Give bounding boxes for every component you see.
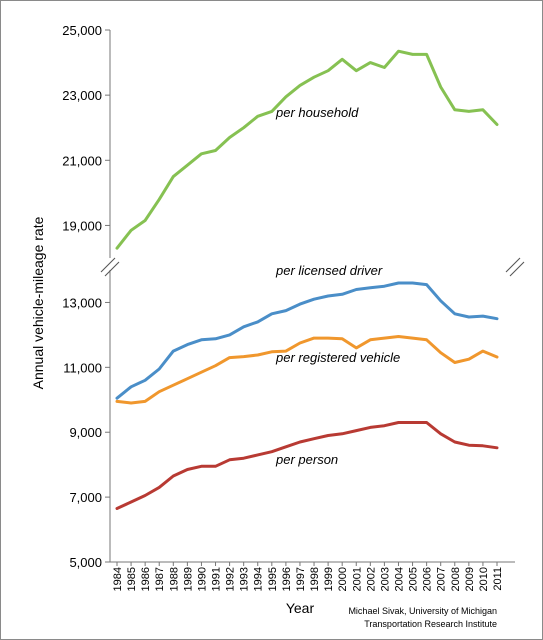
y-upper-tick-label: 23,000	[62, 88, 102, 103]
x-tick-label: 2004	[393, 567, 405, 591]
x-tick-label: 1998	[309, 567, 321, 591]
y-upper-tick-label: 19,000	[62, 218, 102, 233]
x-tick-label: 1991	[211, 567, 223, 591]
credit-line-1: Michael Sivak, University of Michigan	[348, 606, 497, 616]
x-tick-label: 1994	[253, 567, 265, 591]
axis-break-left-b	[104, 261, 120, 277]
series-label-per-household: per household	[275, 105, 359, 120]
series-layer	[115, 49, 499, 510]
x-tick-label: 2009	[464, 567, 476, 591]
series-line-per-registered-vehicle	[115, 335, 499, 405]
axes: 25,000 23,000 21,000 19,000 13,000 11,000 9,00…	[62, 23, 525, 591]
x-tick-label: 2011	[492, 567, 504, 591]
axis-break-right-a	[505, 257, 521, 273]
series-label-per-licensed-driver: per licensed driver	[275, 263, 383, 278]
x-tick-label: 1995	[267, 567, 279, 591]
x-tick-label: 1985	[126, 567, 138, 591]
x-axis-label: Year	[286, 600, 315, 616]
x-tick-label: 1987	[154, 567, 166, 591]
x-tick-label: 2000	[337, 567, 349, 591]
x-tick-label: 1988	[168, 567, 180, 591]
axis-break-left-a	[100, 257, 116, 273]
x-tick-label: 2002	[365, 567, 377, 591]
series-line-per-licensed-driver	[115, 281, 499, 400]
series-label-per-registered-vehicle: per registered vehicle	[275, 350, 400, 365]
x-tick-label: 2005	[408, 567, 420, 591]
y-lower-tick-label: 7,000	[69, 490, 102, 505]
y-lower-tick-label: 9,000	[69, 425, 102, 440]
y-upper-tick-label: 21,000	[62, 153, 102, 168]
y-lower-tick-label: 13,000	[62, 295, 102, 310]
x-tick-label: 1986	[140, 567, 152, 591]
series-line-per-household	[115, 49, 499, 250]
x-tick-label: 1997	[295, 567, 307, 591]
x-tick-label: 2006	[422, 567, 434, 591]
x-tick-label: 2001	[351, 567, 363, 591]
x-tick-label: 2010	[478, 567, 490, 591]
credit-line-2: Transportation Research Institute	[364, 619, 497, 629]
x-tick-label: 1990	[196, 567, 208, 591]
y-lower-tick-label: 5,000	[69, 555, 102, 570]
x-tick-label: 1992	[225, 567, 237, 591]
x-tick-label: 1984	[112, 567, 124, 591]
y-axis-label: Annual vehicle-mileage rate	[30, 216, 46, 389]
axis-break-right-b	[509, 261, 525, 277]
labels-layer: per household per licensed driver per regi…	[275, 105, 400, 467]
x-tick-label: 2008	[450, 567, 462, 591]
y-upper-tick-label: 25,000	[62, 23, 102, 38]
y-lower-tick-label: 11,000	[63, 360, 102, 375]
x-tick-label: 1999	[323, 567, 335, 591]
series-label-per-person: per person	[275, 452, 338, 467]
x-tick-label: 2003	[379, 567, 391, 591]
series-line-per-person	[115, 421, 499, 510]
x-tick-label: 1989	[182, 567, 194, 591]
x-tick-label: 1993	[239, 567, 251, 591]
x-tick-label: 2007	[436, 567, 448, 591]
x-tick-label: 1996	[281, 567, 293, 591]
